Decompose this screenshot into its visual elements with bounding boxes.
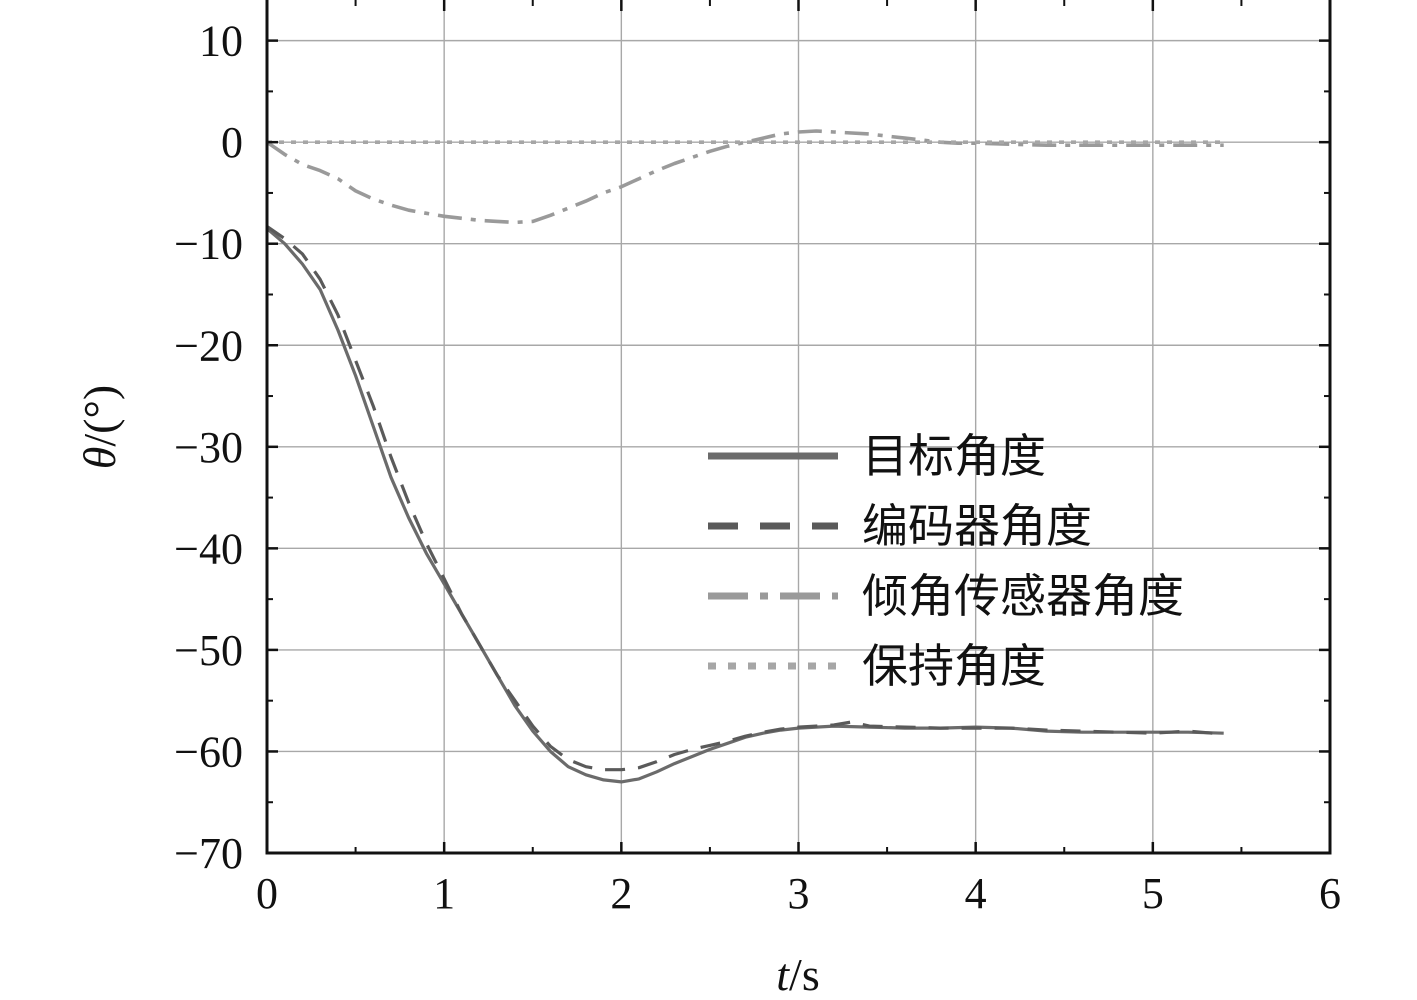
y-tick-label: −70 [174,829,243,878]
y-tick-label: −20 [174,321,243,370]
x-axis-variable: t [776,949,790,995]
x-tick-label: 5 [1142,869,1164,918]
y-tick-label: 0 [221,118,243,167]
x-tick-label: 3 [788,869,810,918]
legend-label-1: 目标角度 [862,431,1046,482]
x-tick-label: 2 [610,869,632,918]
series-line-2 [266,225,1224,772]
y-axis-unit: /(°) [74,385,125,447]
series-line-3 [265,129,1224,225]
y-axis-label: θ/(°) [74,385,125,469]
y-tick-label: 10 [199,17,243,66]
x-tick-label: 1 [433,869,455,918]
y-tick-label: −30 [174,423,243,472]
x-axis-label: t/s [776,949,819,995]
y-tick-label: −10 [174,220,243,269]
legend-label-2: 编码器角度 [862,501,1092,552]
x-tick-label: 6 [1319,869,1341,918]
x-tick-label: 4 [965,869,987,918]
x-axis-unit: /s [789,949,820,995]
tick-labels: 0 1 2 3 4 5 6 10 0 −10 −20 −30 −40 −50 −60 −70 [174,17,1341,918]
grid [267,0,1330,853]
y-tick-label: −40 [174,524,243,573]
legend-label-4: 保持角度 [862,641,1046,692]
x-tick-label: 0 [256,869,278,918]
ticks [265,0,1332,855]
y-tick-label: −60 [174,727,243,776]
legend-label-3: 倾角传感器角度 [862,571,1184,622]
series-layer [265,129,1224,784]
y-axis-variable: θ [74,447,125,470]
y-tick-label: −50 [174,626,243,675]
